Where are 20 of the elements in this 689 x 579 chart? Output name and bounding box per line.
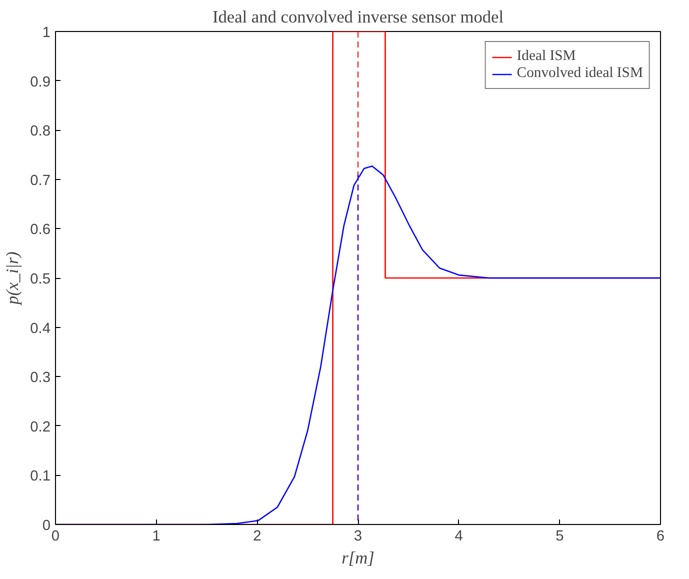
y-tick-label: 0.3	[30, 370, 50, 386]
y-tick-label: 0.6	[30, 222, 50, 238]
y-tick-label: 0.5	[30, 272, 50, 288]
x-axis-title: r[m]	[342, 548, 374, 568]
x-tick-label: 2	[253, 528, 262, 544]
x-tick-label: 4	[454, 528, 463, 544]
y-tick-label: 0.4	[30, 320, 50, 337]
x-tick-label: 3	[354, 528, 362, 544]
y-tick-label: 0	[42, 518, 51, 534]
y-tick-label: 0.9	[30, 74, 50, 90]
chart-title: Ideal and convolved inverse sensor model	[212, 8, 504, 26]
y-axis-title: p(x_i|r)	[3, 251, 22, 306]
y-tick-label: 0.8	[30, 124, 50, 140]
x-tick-label: 5	[556, 528, 564, 544]
y-tick-label: 0.2	[30, 419, 50, 436]
y-tick-label: 1	[42, 25, 51, 41]
x-tick-label: 1	[152, 528, 160, 544]
x-tick-label: 6	[656, 528, 665, 544]
y-tick-label: 0.7	[30, 172, 50, 189]
y-tick-label: 0.1	[30, 468, 50, 485]
